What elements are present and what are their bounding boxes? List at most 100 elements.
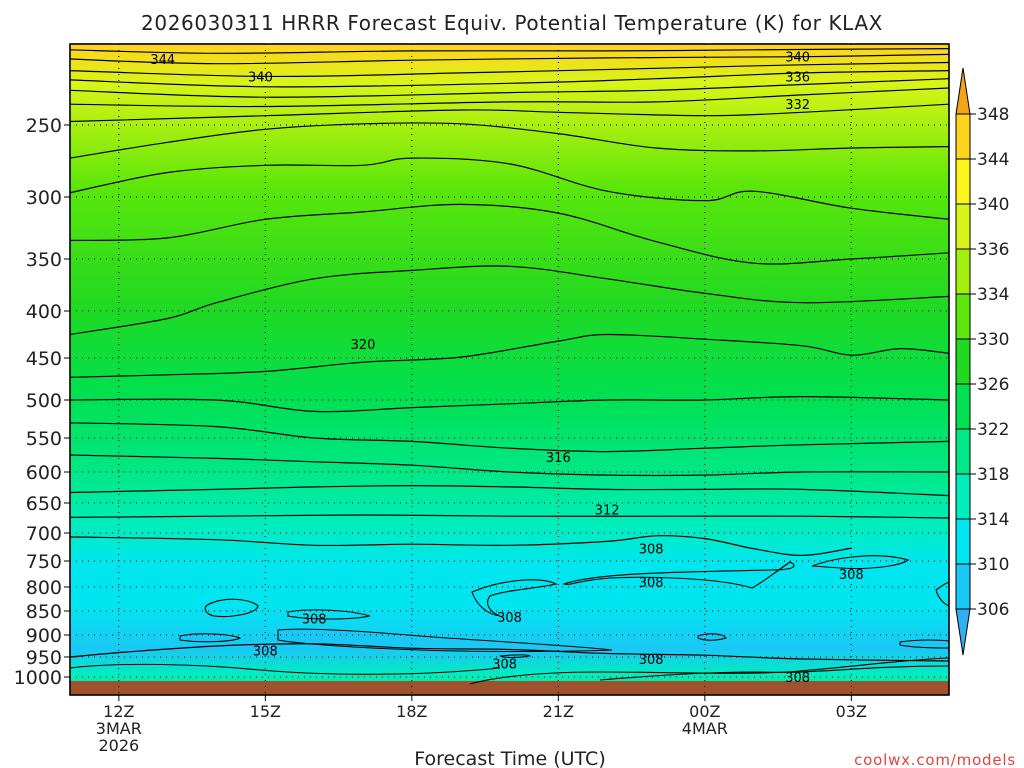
contour-line xyxy=(70,48,949,54)
plot-area-fill xyxy=(70,44,949,695)
y-tick-label: 500 xyxy=(26,390,62,412)
contour-label: 336 xyxy=(785,70,810,85)
colorbar-label: 334 xyxy=(977,285,1009,305)
colorbar-segment xyxy=(955,518,971,565)
contour-line xyxy=(70,535,852,557)
time-gridlines xyxy=(118,44,852,695)
contour-label: 308 xyxy=(639,576,664,591)
contour-labels: 344 340 340 336 332 320 316 312 308 308 308 308 308 3… xyxy=(150,51,864,686)
colorbar-segment xyxy=(955,293,971,340)
y-tick-label: 350 xyxy=(26,249,62,271)
colorbar-arrow-top xyxy=(955,67,971,115)
colorbar-segment xyxy=(955,383,971,430)
y-tick-label: 550 xyxy=(26,428,62,450)
plot-frame xyxy=(69,43,950,696)
contour-label: 308 xyxy=(785,671,810,686)
closed-contour xyxy=(811,555,910,570)
contour-line xyxy=(70,333,949,378)
x-tick-label: 4MAR xyxy=(682,719,728,738)
cold-pocket xyxy=(179,633,242,643)
contour-label-text: 344 xyxy=(150,53,175,68)
contour-line xyxy=(70,53,949,65)
contour-label-text: 308 xyxy=(839,568,864,583)
contour-label: 340 xyxy=(248,70,273,85)
y-tick-label: 450 xyxy=(26,348,62,370)
y-tick-label: 750 xyxy=(26,551,62,573)
contour-label: 332 xyxy=(785,98,810,113)
contour-label: 308 xyxy=(639,543,664,558)
x-tick-label: 00Z xyxy=(689,702,720,721)
contour-line xyxy=(70,663,501,675)
y-tick-label: 900 xyxy=(26,625,62,647)
cold-pocket xyxy=(899,639,949,649)
contour-line xyxy=(70,203,949,265)
colorbar-label: 318 xyxy=(977,465,1009,485)
contour-label: 312 xyxy=(595,504,620,519)
contour-label: 340 xyxy=(785,51,810,66)
credit-text: coolwx.com/models xyxy=(854,751,1016,768)
contour-line xyxy=(70,103,949,123)
contour-label-text: 336 xyxy=(785,70,810,85)
y-tick-label: 950 xyxy=(26,647,62,669)
contour-line xyxy=(599,665,949,681)
contour-line xyxy=(70,454,949,477)
contour-label: 308 xyxy=(253,644,278,659)
colorbar-segment xyxy=(955,563,971,610)
contour-label-text: 308 xyxy=(253,644,278,659)
contour-label: 316 xyxy=(546,451,571,466)
contour-line xyxy=(70,395,949,413)
y-tick-label: 600 xyxy=(26,462,62,484)
y-axis: 2503003504004505005506006507007508008509… xyxy=(14,115,70,689)
x-axis-title: Forecast Time (UTC) xyxy=(414,748,605,768)
x-tick-label: 18Z xyxy=(396,702,427,721)
contour-label: 308 xyxy=(839,568,864,583)
x-tick-label: 03Z xyxy=(836,702,867,721)
colorbar-label: 348 xyxy=(977,105,1009,125)
contour-lines xyxy=(70,48,949,662)
colorbar-segment xyxy=(955,338,971,385)
y-tick-label: 700 xyxy=(26,523,62,545)
colorbar-label: 344 xyxy=(977,150,1009,170)
contour-line xyxy=(70,643,949,662)
contour-label-text: 308 xyxy=(785,671,810,686)
contour-label: 344 xyxy=(150,53,175,68)
contour-label: 308 xyxy=(639,653,664,668)
plot-layers xyxy=(70,44,949,695)
contour-line xyxy=(70,70,949,88)
y-tick-label: 1000 xyxy=(14,667,62,689)
contour-line xyxy=(70,265,949,336)
y-tick-label: 850 xyxy=(26,601,62,623)
colorbar-label: 314 xyxy=(977,510,1009,530)
contour-label-text: 312 xyxy=(595,504,620,519)
contour-line xyxy=(70,87,949,108)
y-tick-label: 400 xyxy=(26,301,62,323)
contour-label: 308 xyxy=(302,613,327,628)
contour-label-text: 308 xyxy=(639,653,664,668)
contour-line xyxy=(70,122,949,159)
colorbar-segment xyxy=(955,428,971,475)
colorbar: 348 344 340 336 334 330 326 322 318 314 310 306 xyxy=(955,67,1009,656)
contour-label-text: 332 xyxy=(785,98,810,113)
contour-label-text: 308 xyxy=(639,576,664,591)
colorbar-label: 310 xyxy=(977,555,1009,575)
colorbar-segment xyxy=(955,113,971,160)
y-tick-label: 650 xyxy=(26,493,62,515)
closed-contour xyxy=(204,598,259,618)
x-tick-label: 3MAR xyxy=(96,719,142,738)
colorbar-segment xyxy=(955,248,971,295)
contour-line xyxy=(70,484,949,497)
contour-label: 308 xyxy=(492,657,517,672)
contour-label-text: 340 xyxy=(248,70,273,85)
contour-label-text: 316 xyxy=(546,451,571,466)
contour-label-text: 308 xyxy=(302,613,327,628)
x-tick-label: 15Z xyxy=(250,702,281,721)
colorbar-label: 336 xyxy=(977,240,1009,260)
y-tick-label: 250 xyxy=(26,115,62,137)
colorbar-segment xyxy=(955,473,971,520)
cold-pocket xyxy=(499,654,531,658)
closed-contour xyxy=(935,581,949,607)
contour-line xyxy=(70,422,949,453)
contour-label-text: 308 xyxy=(492,657,517,672)
